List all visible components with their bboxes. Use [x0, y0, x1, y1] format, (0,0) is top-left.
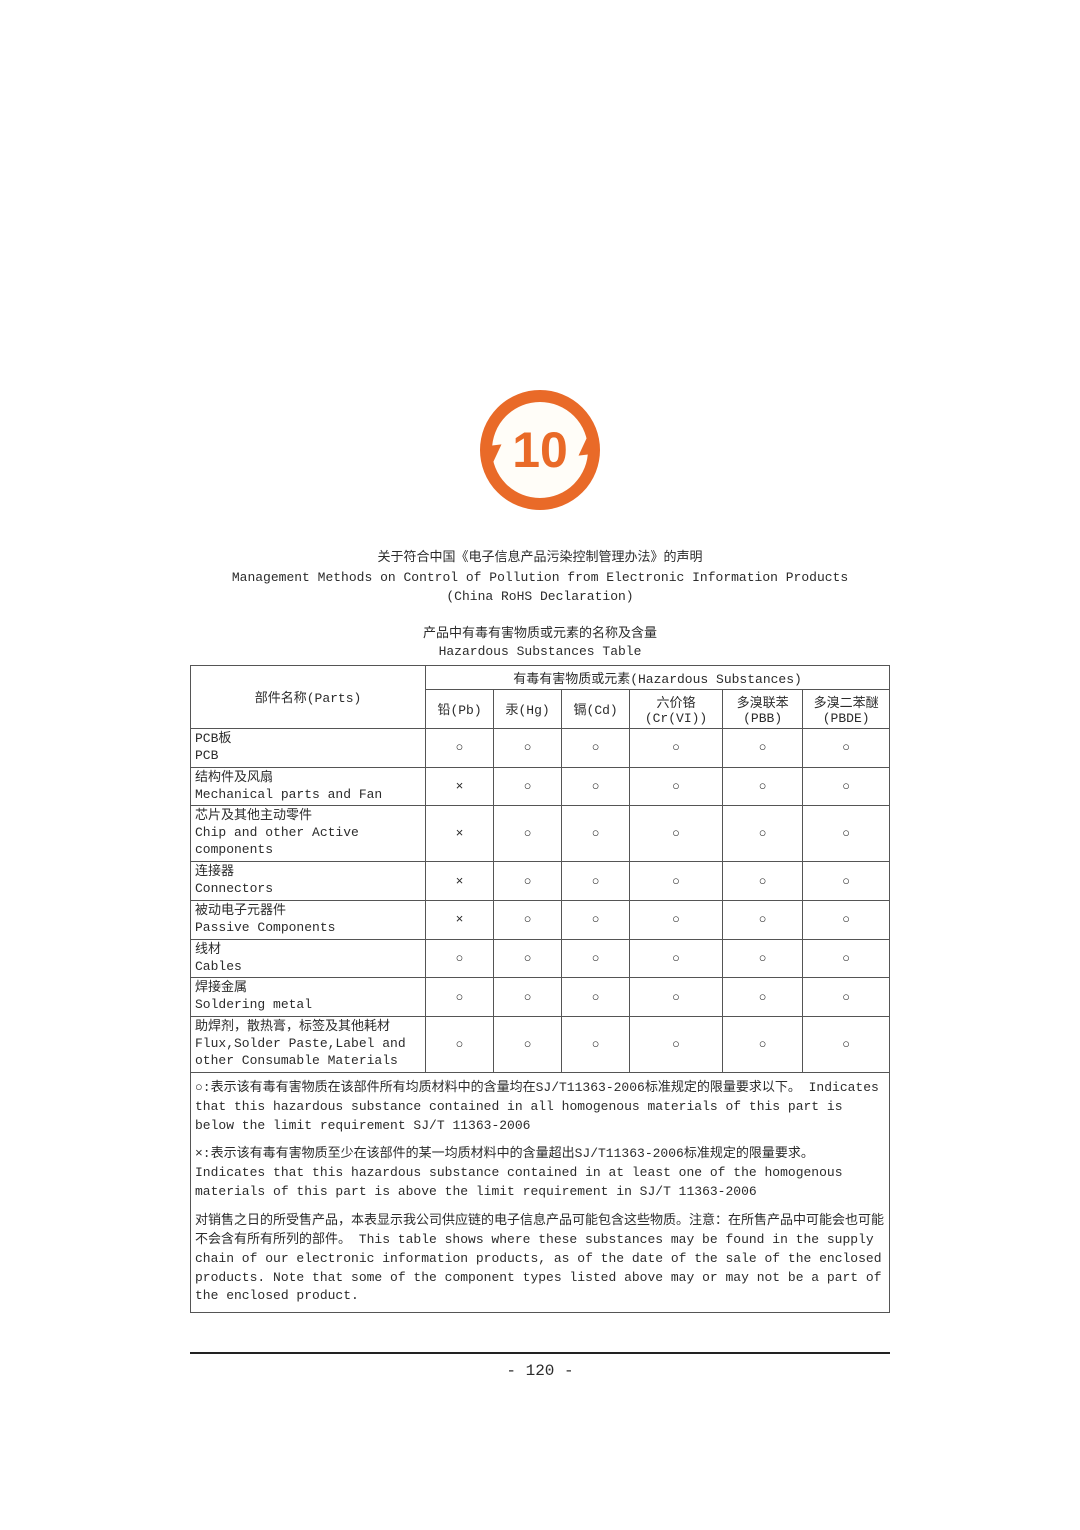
table-row: 结构件及风扇Mechanical parts and Fan×○○○○○ [191, 767, 890, 806]
mark-cell: ○ [803, 978, 890, 1017]
note-cross: ×:表示该有毒有害物质至少在该部件的某一均质材料中的含量超出SJ/T11363-… [195, 1145, 885, 1202]
mark-cell: ○ [562, 939, 630, 978]
header-cd: 镉(Cd) [562, 689, 630, 728]
header-group: 有毒有害物质或元素(Hazardous Substances) [426, 665, 890, 689]
mark-cell: ○ [722, 728, 802, 767]
table-row: 线材Cables○○○○○○ [191, 939, 890, 978]
mark-cell: ○ [722, 862, 802, 901]
header-pb: 铅(Pb) [426, 689, 494, 728]
mark-cell: ○ [803, 728, 890, 767]
page-footer: - 120 - [190, 1352, 890, 1380]
mark-cell: ○ [562, 862, 630, 901]
mark-cell: ○ [630, 806, 723, 862]
mark-cell: ○ [630, 978, 723, 1017]
mark-cell: ○ [562, 767, 630, 806]
page-number: - 120 - [506, 1362, 573, 1380]
mark-cell: ○ [426, 939, 494, 978]
mark-cell: × [426, 900, 494, 939]
mark-cell: × [426, 862, 494, 901]
mark-cell: ○ [562, 1017, 630, 1073]
mark-cell: ○ [630, 1017, 723, 1073]
mark-cell: ○ [630, 900, 723, 939]
mark-cell: ○ [803, 939, 890, 978]
intro-block: 关于符合中国《电子信息产品污染控制管理办法》的声明 Management Met… [190, 548, 890, 607]
rohs-logo: 10 [190, 390, 890, 510]
mark-cell: ○ [426, 728, 494, 767]
mark-cell: ○ [803, 767, 890, 806]
mark-cell: ○ [562, 806, 630, 862]
logo-number: 10 [512, 425, 568, 475]
mark-cell: ○ [803, 900, 890, 939]
mark-cell: ○ [722, 939, 802, 978]
mark-cell: ○ [630, 728, 723, 767]
subtitle-cn: 产品中有毒有害物质或元素的名称及含量 [190, 625, 890, 643]
mark-cell: ○ [494, 806, 562, 862]
mark-cell: ○ [722, 900, 802, 939]
mark-cell: ○ [722, 767, 802, 806]
mark-cell: ○ [630, 862, 723, 901]
mark-cell: ○ [494, 1017, 562, 1073]
mark-cell: ○ [722, 1017, 802, 1073]
mark-cell: ○ [630, 767, 723, 806]
header-hg: 汞(Hg) [494, 689, 562, 728]
part-cell: 焊接金属Soldering metal [191, 978, 426, 1017]
part-cell: 连接器Connectors [191, 862, 426, 901]
header-pbde: 多溴二苯醚(PBDE) [803, 689, 890, 728]
mark-cell: ○ [494, 939, 562, 978]
mark-cell: ○ [494, 978, 562, 1017]
part-cell: 被动电子元器件Passive Components [191, 900, 426, 939]
header-cr: 六价铬(Cr(VI)) [630, 689, 723, 728]
mark-cell: ○ [494, 900, 562, 939]
subtitle-en: Hazardous Substances Table [190, 643, 890, 661]
mark-cell: ○ [562, 978, 630, 1017]
mark-cell: ○ [494, 862, 562, 901]
intro-line-en1: Management Methods on Control of Polluti… [190, 568, 890, 588]
table-row: PCB板PCB○○○○○○ [191, 728, 890, 767]
table-row: 连接器Connectors×○○○○○ [191, 862, 890, 901]
mark-cell: ○ [494, 728, 562, 767]
notes-block: ○:表示该有毒有害物质在该部件所有均质材料中的含量均在SJ/T11363-200… [190, 1073, 890, 1313]
header-parts: 部件名称(Parts) [191, 665, 426, 728]
mark-cell: × [426, 806, 494, 862]
subtitle-block: 产品中有毒有害物质或元素的名称及含量 Hazardous Substances … [190, 625, 890, 661]
part-cell: 芯片及其他主动零件Chip and other Active component… [191, 806, 426, 862]
mark-cell: ○ [426, 978, 494, 1017]
mark-cell: ○ [426, 1017, 494, 1073]
mark-cell: ○ [630, 939, 723, 978]
mark-cell: ○ [803, 1017, 890, 1073]
intro-line-en2: (China RoHS Declaration) [190, 587, 890, 607]
mark-cell: ○ [494, 767, 562, 806]
mark-cell: ○ [722, 806, 802, 862]
part-cell: 助焊剂，散热膏，标签及其他耗材Flux,Solder Paste,Label a… [191, 1017, 426, 1073]
hazardous-substances-table: 部件名称(Parts) 有毒有害物质或元素(Hazardous Substanc… [190, 665, 890, 1073]
mark-cell: ○ [803, 806, 890, 862]
table-row: 焊接金属Soldering metal○○○○○○ [191, 978, 890, 1017]
intro-line-cn: 关于符合中国《电子信息产品污染控制管理办法》的声明 [190, 548, 890, 568]
part-cell: PCB板PCB [191, 728, 426, 767]
header-pbb: 多溴联苯(PBB) [722, 689, 802, 728]
note-disclaimer: 对销售之日的所受售产品，本表显示我公司供应链的电子信息产品可能包含这些物质。注意… [195, 1212, 885, 1306]
table-row: 芯片及其他主动零件Chip and other Active component… [191, 806, 890, 862]
mark-cell: ○ [803, 862, 890, 901]
table-row: 被动电子元器件Passive Components×○○○○○ [191, 900, 890, 939]
mark-cell: ○ [722, 978, 802, 1017]
part-cell: 结构件及风扇Mechanical parts and Fan [191, 767, 426, 806]
part-cell: 线材Cables [191, 939, 426, 978]
mark-cell: ○ [562, 900, 630, 939]
mark-cell: × [426, 767, 494, 806]
table-row: 助焊剂，散热膏，标签及其他耗材Flux,Solder Paste,Label a… [191, 1017, 890, 1073]
note-circle: ○:表示该有毒有害物质在该部件所有均质材料中的含量均在SJ/T11363-200… [195, 1079, 885, 1136]
mark-cell: ○ [562, 728, 630, 767]
